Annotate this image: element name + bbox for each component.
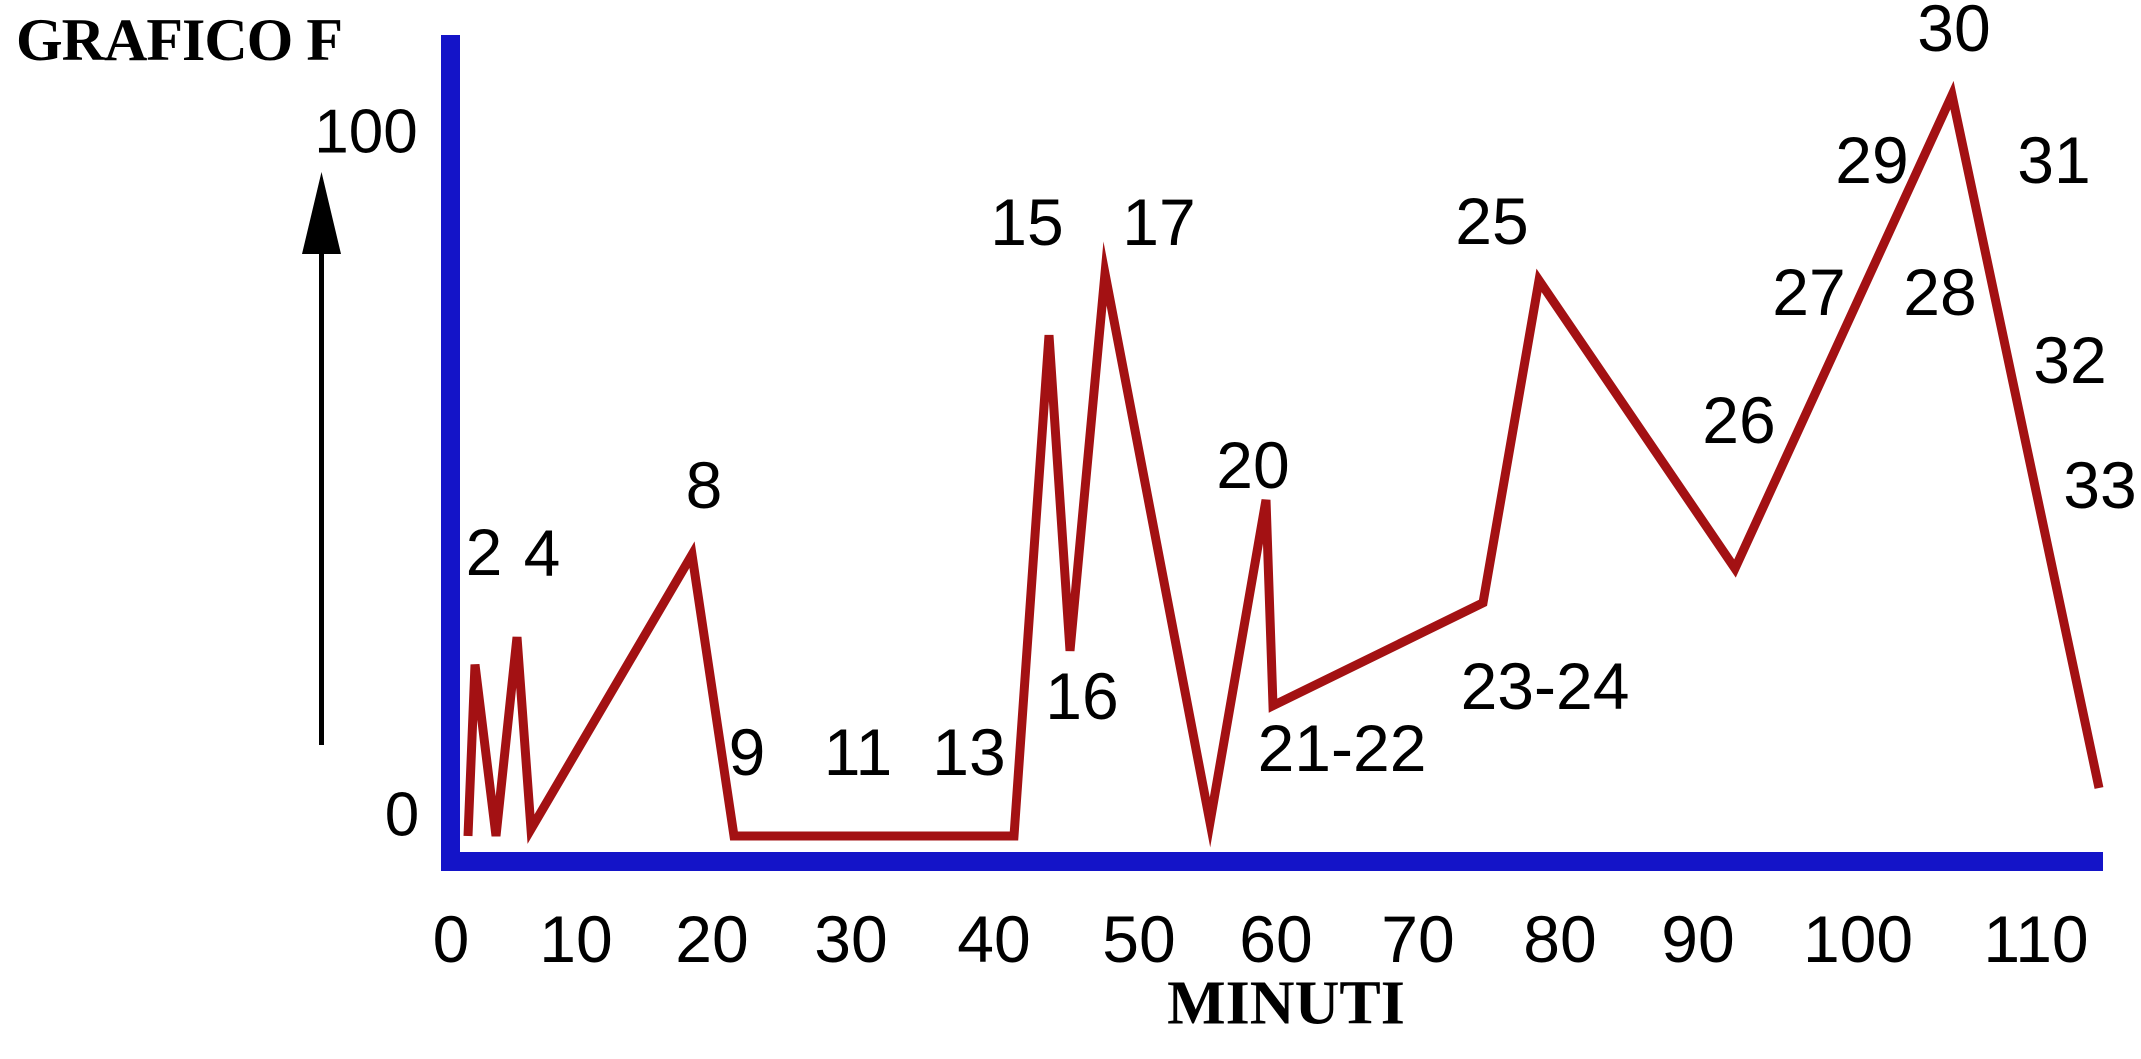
point-label-15: 15 (990, 185, 1064, 259)
x-tick-label-50: 50 (1102, 902, 1176, 976)
point-label-16: 16 (1045, 659, 1119, 733)
point-label-2: 2 (465, 515, 503, 589)
x-tick-label-30: 30 (814, 902, 888, 976)
x-tick-label-100: 100 (1802, 902, 1914, 976)
y-axis-bar (441, 35, 460, 871)
point-label-27: 27 (1772, 255, 1846, 329)
point-label-21-22: 21-22 (1257, 711, 1427, 785)
x-axis-title: MINUTI (1167, 969, 1405, 1038)
point-label-26: 26 (1702, 383, 1776, 457)
point-label-9: 9 (728, 715, 766, 789)
data-line (463, 80, 2104, 848)
point-label-4: 4 (523, 516, 561, 590)
point-label-17: 17 (1122, 185, 1196, 259)
point-label-31: 31 (2017, 123, 2091, 197)
x-tick-label-40: 40 (957, 902, 1031, 976)
y-axis-arrow-icon (302, 172, 341, 745)
point-label-23-24: 23-24 (1460, 649, 1630, 723)
point-label-11: 11 (823, 715, 893, 789)
point-label-20: 20 (1216, 428, 1290, 502)
x-tick-label-80: 80 (1523, 902, 1597, 976)
y-axis-top-tick-label: 100 (314, 97, 418, 167)
x-tick-label-0: 0 (432, 902, 470, 976)
x-tick-label-60: 60 (1239, 902, 1313, 976)
y-axis-origin-tick-label: 0 (384, 780, 420, 850)
x-tick-label-10: 10 (539, 902, 613, 976)
x-tick-label-110: 110 (1983, 902, 2089, 976)
chart-title: GRAFICO F (16, 7, 343, 73)
point-label-32: 32 (2033, 323, 2107, 397)
point-label-8: 8 (685, 448, 723, 522)
point-label-13: 13 (932, 715, 1006, 789)
x-tick-label-70: 70 (1381, 902, 1455, 976)
x-tick-label-90: 90 (1661, 902, 1735, 976)
point-label-25: 25 (1455, 184, 1529, 258)
point-label-28: 28 (1903, 255, 1977, 329)
point-label-29: 29 (1835, 123, 1909, 197)
point-label-33: 33 (2063, 448, 2137, 522)
point-label-30: 30 (1917, 0, 1991, 65)
x-tick-label-20: 20 (675, 902, 749, 976)
x-axis-bar (441, 852, 2103, 871)
